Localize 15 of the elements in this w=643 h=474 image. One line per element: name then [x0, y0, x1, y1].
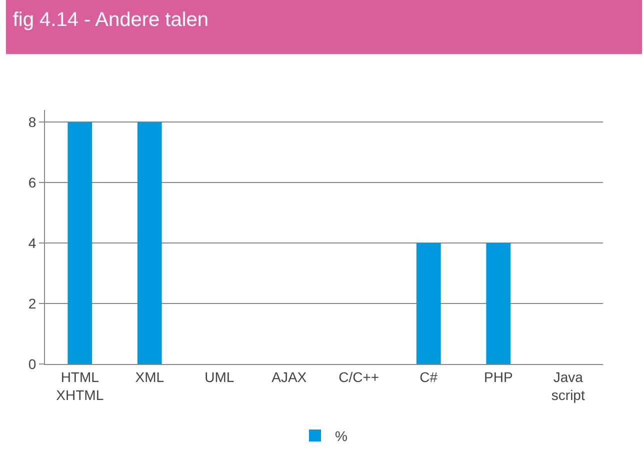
chart-title: fig 4.14 - Andere talen [12, 8, 209, 31]
x-tick-label: Java script [551, 368, 585, 403]
x-tick-label: C/C++ [338, 368, 380, 385]
x-tick-label: UML [204, 368, 234, 385]
x-tick-label: C# [420, 368, 438, 385]
y-tick-label: 4 [28, 234, 36, 251]
x-tick-label: HTML XHTML [56, 368, 104, 403]
legend-label: % [335, 428, 348, 444]
y-tick-label: 2 [28, 295, 36, 312]
y-tick-label: 8 [28, 114, 36, 130]
x-tick-label: XML [135, 368, 164, 385]
y-tick-label: 6 [28, 174, 36, 190]
x-tick-label: AJAX [272, 368, 308, 385]
x-tick-label: PHP [484, 368, 513, 385]
y-tick-label: 0 [28, 356, 36, 372]
